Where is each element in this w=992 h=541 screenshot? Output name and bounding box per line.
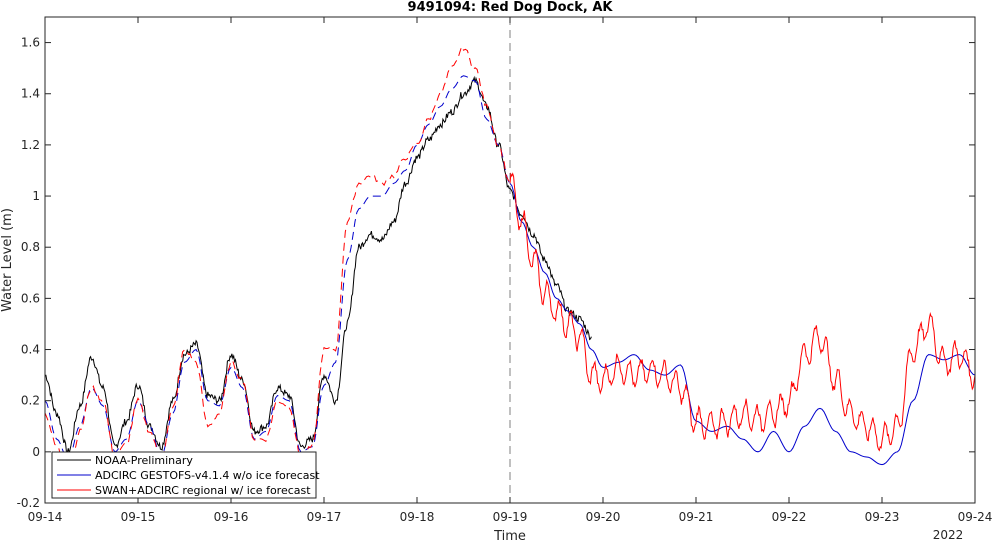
series-line-adcirc-forecast (509, 182, 975, 466)
y-axis: -0.2 0 0.2 0.4 0.6 0.8 1 1.2 1.4 1.6 (17, 36, 975, 510)
series-line-swan-hindcast (45, 45, 511, 480)
x-axis-label: Time (493, 529, 526, 541)
x-tick-label: 09-14 (28, 510, 63, 524)
legend-box (51, 451, 317, 499)
legend-label-swan: SWAN+ADCIRC regional w/ ice forecast (95, 484, 311, 497)
legend-label-adcirc: ADCIRC GESTOFS-v4.1.4 w/o ice forecast (95, 469, 320, 482)
y-tick-label: 1.2 (21, 138, 40, 152)
y-tick-label: 0.6 (21, 291, 40, 305)
x-tick-label: 09-23 (865, 510, 900, 524)
series-line-noaa (45, 75, 592, 454)
x-tick-label: 09-20 (586, 510, 621, 524)
chart-title: 9491094: Red Dog Dock, AK (408, 0, 614, 15)
series-line-adcirc-hindcast (45, 75, 511, 461)
legend: NOAA-Preliminary ADCIRC GESTOFS-v4.1.4 w… (51, 451, 320, 499)
y-tick-label: 0.4 (21, 343, 40, 357)
x-axis: 09-14 09-15 09-16 09-17 09-18 09-19 09-20 09-21… (28, 17, 992, 524)
x-tick-label: 09-15 (121, 510, 156, 524)
y-tick-label: 1 (32, 189, 40, 203)
x-axis-year-label: 2022 (933, 528, 964, 541)
series-line-swan-forecast (509, 172, 975, 452)
x-tick-label: 09-22 (772, 510, 807, 524)
x-tick-label: 09-16 (214, 510, 249, 524)
y-tick-label: 0 (32, 445, 40, 459)
y-tick-label: 1.6 (21, 36, 40, 50)
y-tick-label: 0.8 (21, 240, 40, 254)
plot-area (45, 17, 975, 503)
y-tick-label: -0.2 (17, 496, 40, 510)
x-tick-label: 09-19 (493, 510, 528, 524)
x-tick-label: 09-21 (679, 510, 714, 524)
y-tick-label: 1.4 (21, 87, 40, 101)
legend-label-noaa: NOAA-Preliminary (95, 454, 193, 467)
x-tick-label: 09-24 (958, 510, 992, 524)
y-axis-label: Water Level (m) (0, 208, 15, 312)
y-tick-label: 0.2 (21, 394, 40, 408)
x-tick-label: 09-17 (307, 510, 342, 524)
x-tick-label: 09-18 (400, 510, 435, 524)
